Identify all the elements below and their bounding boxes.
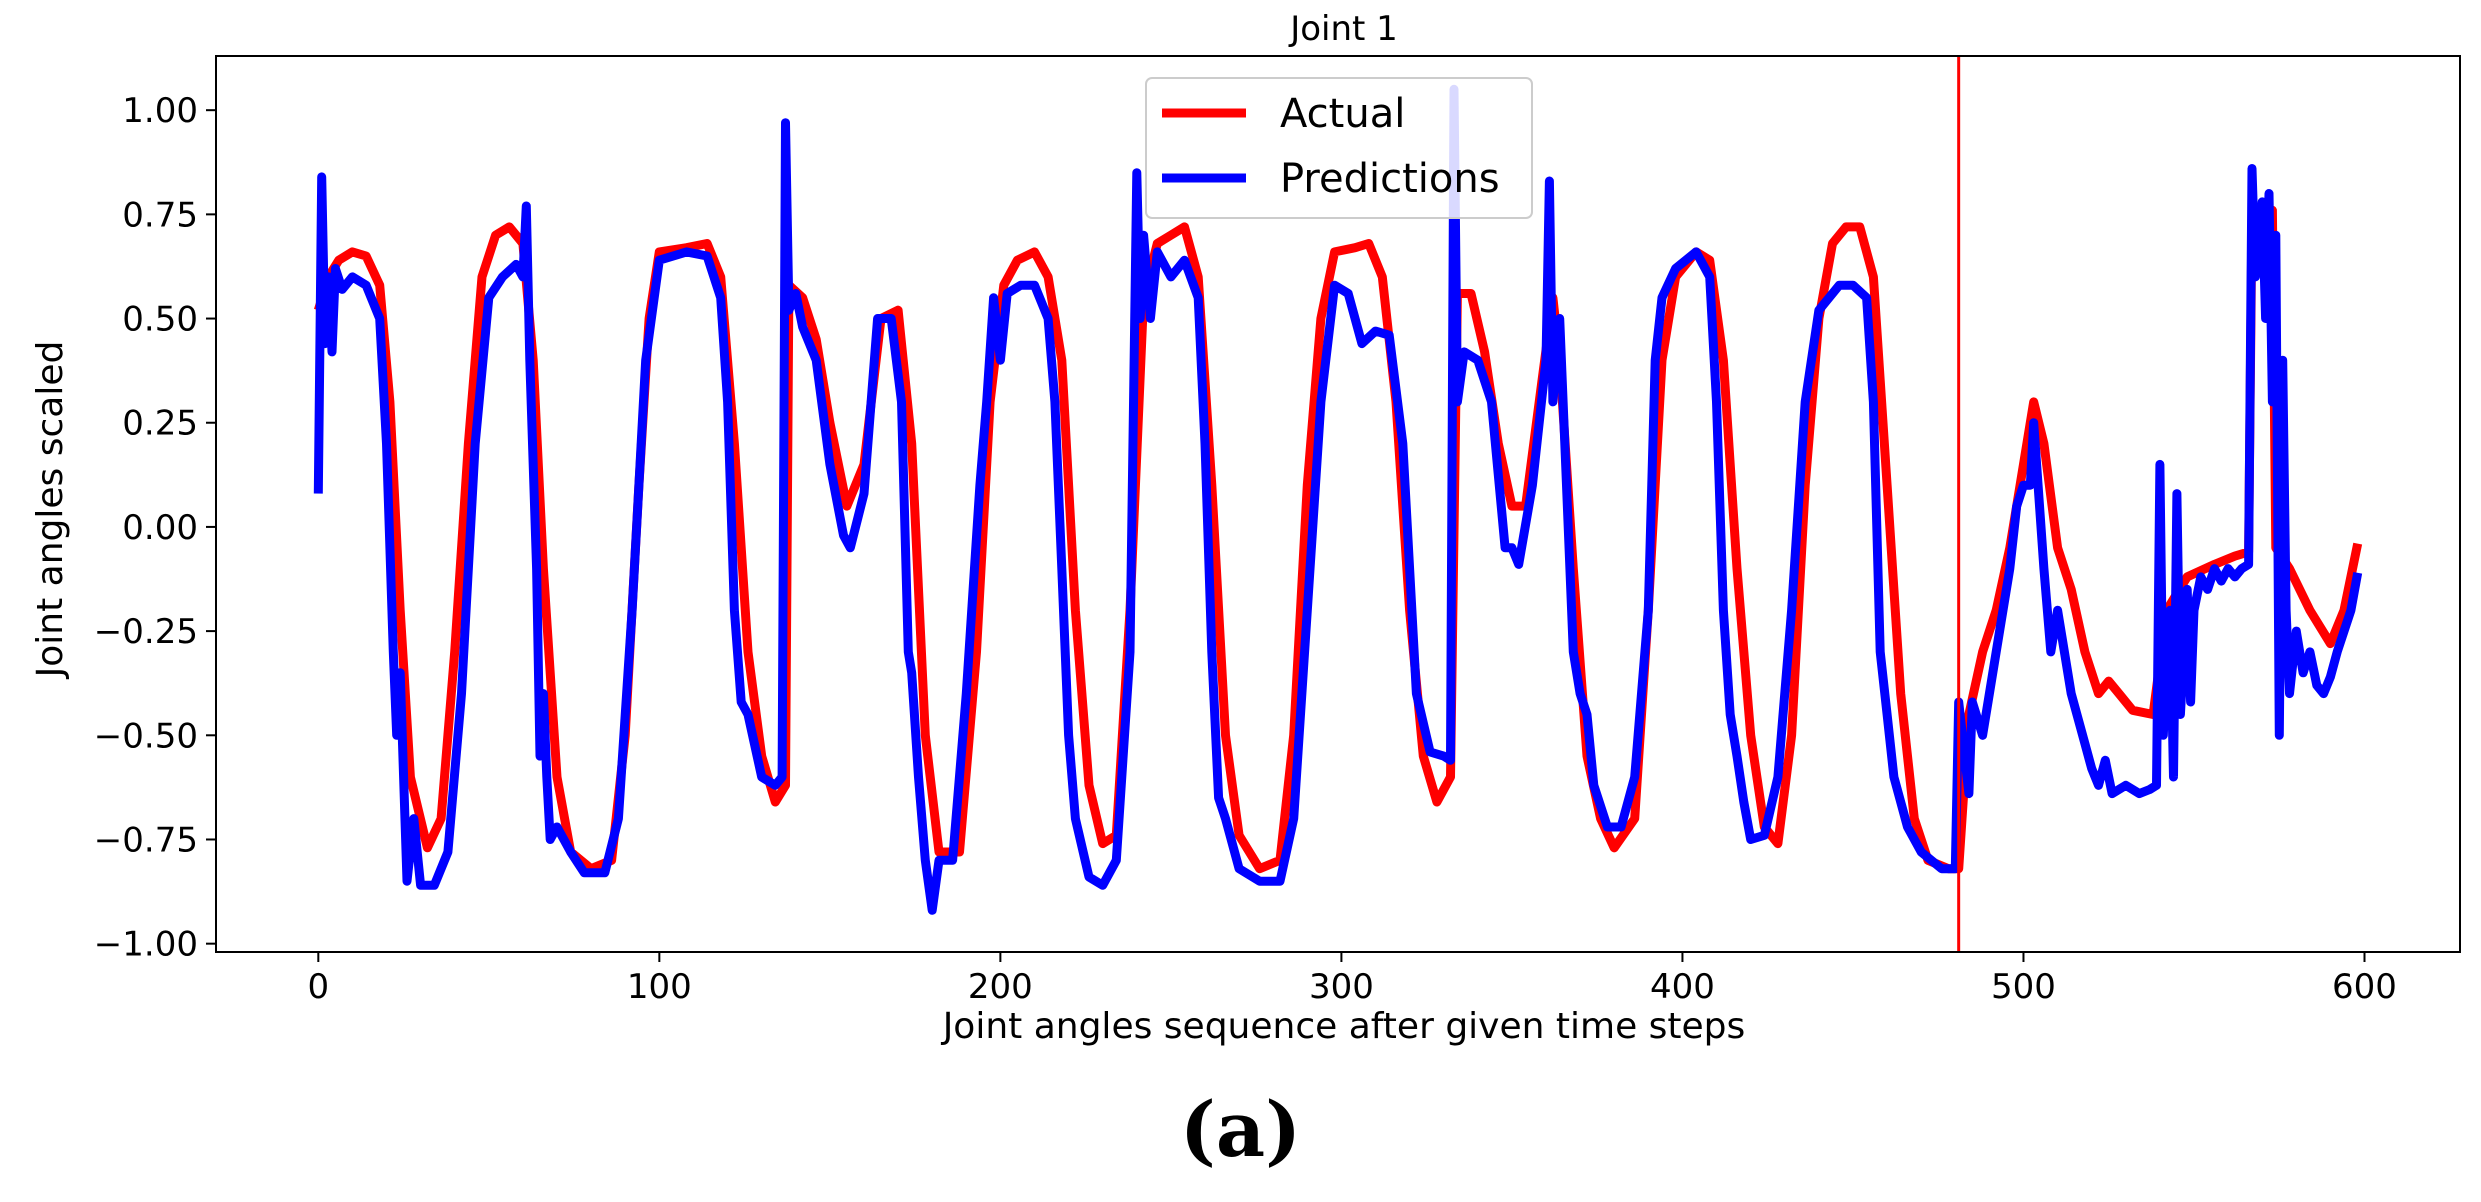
y-tick-label: 0.50 xyxy=(122,300,198,340)
x-tick-label: 600 xyxy=(2332,967,2397,1007)
x-tick-label: 200 xyxy=(968,967,1033,1007)
plot-frame xyxy=(215,55,2461,953)
plot-lines xyxy=(313,56,2363,952)
y-tick-label: 1.00 xyxy=(122,91,198,131)
x-tick-label: 500 xyxy=(1991,967,2056,1007)
y-tick-label: 0.75 xyxy=(122,195,198,235)
y-tick-label: −0.50 xyxy=(94,716,198,756)
legend-label-predictions: Predictions xyxy=(1280,156,1500,202)
legend-label-actual: Actual xyxy=(1280,91,1405,137)
axes-frame xyxy=(215,55,2461,953)
y-tick-label: −1.00 xyxy=(94,925,198,965)
x-tick-label: 400 xyxy=(1650,967,1715,1007)
legend: Actual Predictions xyxy=(1145,77,1533,219)
chart-title: Joint 1 xyxy=(1288,9,1398,49)
y-axis-label: Joint angles scaled xyxy=(30,341,71,680)
x-axis-ticks: 0 100 200 300 400 500 600 xyxy=(307,952,2397,1007)
x-tick-label: 300 xyxy=(1309,967,1374,1007)
y-tick-label: −0.75 xyxy=(94,820,198,860)
y-tick-label: 0.25 xyxy=(122,404,198,444)
x-tick-label: 100 xyxy=(627,967,692,1007)
y-axis-ticks: −1.00 −0.75 −0.50 −0.25 0.00 0.25 0.50 0.75 1.00 xyxy=(94,91,216,965)
series-line-predictions xyxy=(313,84,2363,915)
x-axis-label: Joint angles sequence after given time s… xyxy=(941,1006,1746,1047)
y-tick-label: 0.00 xyxy=(122,508,198,548)
y-tick-label: −0.25 xyxy=(94,612,198,652)
x-tick-label: 0 xyxy=(307,967,329,1007)
figure-caption: (a) xyxy=(1179,1085,1302,1174)
